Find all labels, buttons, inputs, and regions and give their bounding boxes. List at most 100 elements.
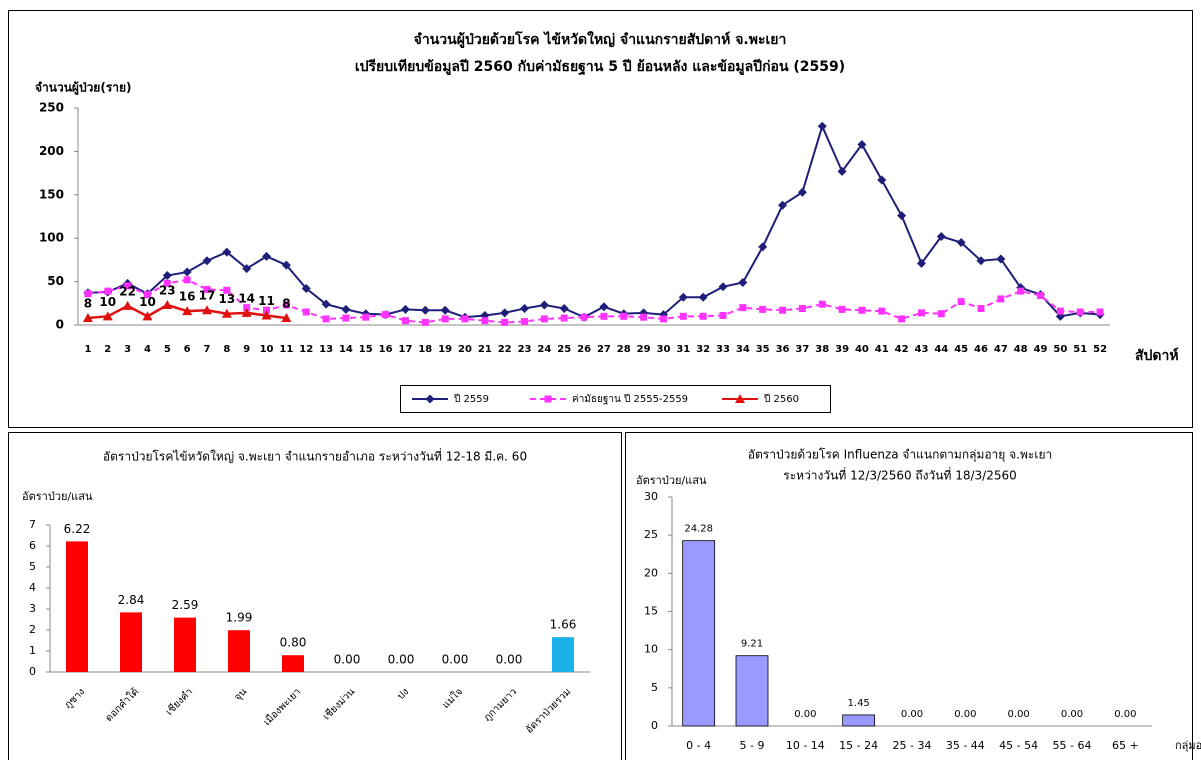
marker bbox=[441, 315, 449, 323]
bar bbox=[174, 617, 196, 672]
y-tick-label: 100 bbox=[39, 231, 64, 245]
x-tick-label: 27 bbox=[597, 344, 611, 355]
legend-marker bbox=[425, 394, 435, 404]
y-tick-label: 20 bbox=[644, 566, 658, 579]
marker bbox=[857, 139, 867, 149]
marker bbox=[917, 309, 925, 317]
marker bbox=[679, 312, 687, 320]
marker bbox=[500, 308, 510, 318]
x-tick-label: 15 bbox=[359, 344, 373, 355]
y-tick-label: 10 bbox=[644, 643, 658, 656]
marker bbox=[263, 306, 271, 314]
marker bbox=[521, 318, 529, 326]
marker bbox=[837, 166, 847, 176]
x-tick-label: 13 bbox=[319, 344, 333, 355]
x-tick-label: 17 bbox=[399, 344, 413, 355]
y-tick-label: 30 bbox=[644, 490, 658, 503]
y-tick-label: 5 bbox=[651, 681, 658, 694]
data-label: 0.00 bbox=[496, 653, 523, 667]
marker bbox=[996, 254, 1006, 264]
x-tick-label: 52 bbox=[1093, 344, 1107, 355]
data-label: 16 bbox=[179, 290, 196, 304]
x-tick-label: 2 bbox=[104, 344, 111, 355]
x-tick-label: 40 bbox=[855, 344, 869, 355]
x-tick-label: 34 bbox=[736, 344, 750, 355]
x-tick-label: 45 bbox=[954, 344, 968, 355]
marker bbox=[698, 292, 708, 302]
marker bbox=[779, 306, 787, 314]
marker bbox=[659, 315, 667, 323]
marker bbox=[124, 282, 132, 290]
x-tick-label: จุน bbox=[232, 686, 249, 703]
x-tick-label: 32 bbox=[696, 344, 710, 355]
marker bbox=[202, 256, 212, 266]
data-label: 22 bbox=[119, 284, 136, 298]
y-tick-label: 3 bbox=[29, 602, 36, 615]
x-tick-label: 44 bbox=[934, 344, 948, 355]
bar bbox=[66, 541, 88, 672]
x-tick-label: 20 bbox=[458, 344, 472, 355]
marker bbox=[143, 291, 151, 299]
x-tick-label: 45 - 54 bbox=[999, 739, 1038, 752]
marker bbox=[678, 292, 688, 302]
marker bbox=[778, 200, 788, 210]
marker bbox=[1076, 308, 1084, 316]
marker bbox=[997, 295, 1005, 303]
data-label: 23 bbox=[159, 284, 176, 298]
marker bbox=[322, 315, 330, 323]
marker bbox=[362, 313, 370, 321]
x-tick-label: 7 bbox=[204, 344, 211, 355]
x-tick-label: 0 - 4 bbox=[686, 739, 711, 752]
data-label: 0.00 bbox=[334, 653, 361, 667]
marker bbox=[223, 286, 231, 294]
data-label: 1.99 bbox=[226, 611, 253, 625]
marker bbox=[719, 311, 727, 319]
y-tick-label: 50 bbox=[47, 274, 64, 288]
legend-label: ปี 2559 bbox=[453, 393, 489, 405]
x-tick-label: 26 bbox=[577, 344, 591, 355]
series-line bbox=[87, 123, 1101, 319]
marker bbox=[243, 304, 251, 312]
data-label: 8 bbox=[84, 297, 92, 311]
marker bbox=[560, 314, 568, 322]
x-tick-label: 4 bbox=[144, 344, 151, 355]
x-tick-label: 51 bbox=[1073, 344, 1087, 355]
x-tick-label: 38 bbox=[815, 344, 829, 355]
marker bbox=[539, 300, 549, 310]
data-label: 0.00 bbox=[442, 653, 469, 667]
y-axis-label: อัตราป่วย/แสน bbox=[22, 490, 93, 503]
marker bbox=[282, 301, 290, 309]
y-tick-label: 0 bbox=[29, 665, 36, 678]
x-tick-label: 33 bbox=[716, 344, 730, 355]
legend-box bbox=[400, 385, 831, 413]
x-tick-label: 31 bbox=[676, 344, 690, 355]
bar bbox=[735, 655, 769, 727]
marker bbox=[897, 211, 907, 221]
marker bbox=[957, 298, 965, 306]
x-tick-label: 10 - 14 bbox=[786, 739, 825, 752]
marker bbox=[956, 238, 966, 248]
marker bbox=[341, 304, 351, 314]
marker bbox=[221, 308, 232, 318]
x-tick-label: 46 bbox=[974, 344, 988, 355]
y-tick-label: 6 bbox=[29, 539, 36, 552]
x-tick-label: 48 bbox=[1014, 344, 1028, 355]
x-tick-label: 42 bbox=[895, 344, 909, 355]
y-axis-label: อัตราป่วย/แสน bbox=[636, 474, 707, 487]
x-tick-label: 47 bbox=[994, 344, 1008, 355]
data-label: 17 bbox=[199, 289, 216, 303]
y-tick-label: 200 bbox=[39, 144, 64, 158]
data-label: 0.00 bbox=[1008, 709, 1030, 720]
data-label: 0.80 bbox=[280, 636, 307, 650]
x-tick-label: 18 bbox=[418, 344, 432, 355]
marker bbox=[797, 187, 807, 197]
x-tick-label: ดอกคำใต้ bbox=[103, 686, 141, 724]
marker bbox=[481, 317, 489, 325]
x-tick-label: 15 - 24 bbox=[839, 739, 878, 752]
marker bbox=[183, 276, 191, 284]
x-tick-label: 10 bbox=[260, 344, 274, 355]
bar bbox=[842, 714, 876, 727]
bar bbox=[228, 630, 250, 672]
y-tick-label: 250 bbox=[39, 101, 64, 115]
chart-title: อัตราป่วยโรคไข้หวัดใหญ่ จ.พะเยา จำแนกราย… bbox=[103, 448, 527, 464]
